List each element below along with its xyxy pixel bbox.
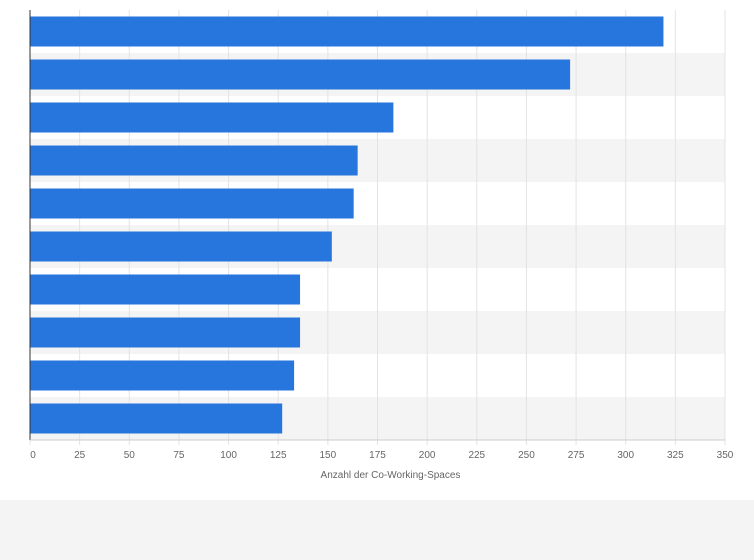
bar-chart: 0 25 50 75 100 125 150 175 200 225 250 275 300 325 350… [29, 10, 734, 481]
axes [29, 10, 725, 441]
x-axis-title: Anzahl der Co-Working-Spaces [321, 470, 461, 481]
bar [30, 59, 571, 90]
x-tick-label: 200 [419, 450, 436, 461]
x-tick-label: 175 [369, 450, 386, 461]
bars [30, 16, 664, 434]
bar [30, 231, 332, 262]
x-tick-labels: 0 25 50 75 100 125 150 175 200 225 250 275 300 325 350 [30, 450, 734, 461]
chart-container: 0 25 50 75 100 125 150 175 200 225 250 275 300 325 350… [0, 0, 754, 500]
x-tick-label: 350 [717, 450, 734, 461]
x-tick-label: 25 [74, 450, 86, 461]
bar [30, 403, 283, 434]
x-tick-label: 100 [220, 450, 237, 461]
bar [30, 102, 394, 133]
x-tick-label: 150 [320, 450, 337, 461]
x-tick-label: 300 [617, 450, 634, 461]
bar [30, 188, 354, 219]
bar [30, 16, 664, 47]
bar [30, 360, 295, 391]
bar [30, 317, 301, 348]
x-tick-label: 250 [518, 450, 535, 461]
x-tick-label: 0 [30, 450, 36, 461]
x-tick-label: 275 [568, 450, 585, 461]
x-tick-label: 50 [124, 450, 136, 461]
x-tick-label: 325 [667, 450, 684, 461]
x-tick-label: 75 [173, 450, 185, 461]
bar [30, 274, 301, 305]
x-tick-label: 125 [270, 450, 287, 461]
x-tick-label: 225 [468, 450, 485, 461]
bar [30, 145, 358, 176]
